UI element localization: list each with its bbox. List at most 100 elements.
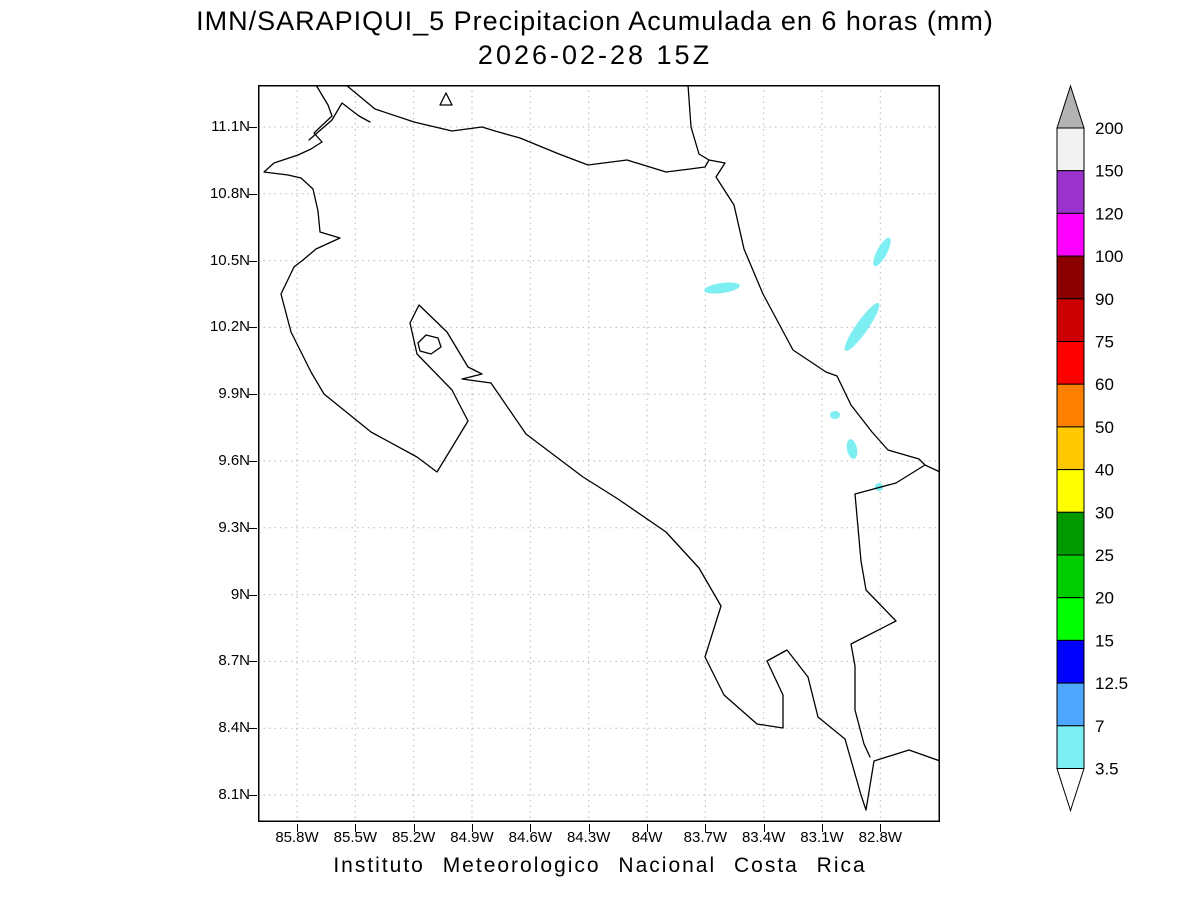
- colorbar-tick-label: 30: [1095, 503, 1114, 522]
- lon-tick-mark: [646, 823, 648, 832]
- colorbar-segment: [1056, 426, 1085, 471]
- lon-tick-label: 83.1W: [800, 829, 844, 846]
- lon-tick-mark: [763, 823, 765, 832]
- lat-tick-mark: [249, 728, 257, 730]
- lat-tick-label: 10.5N: [209, 251, 250, 269]
- precip-patch: [830, 411, 840, 419]
- colorbar-above-max-arrow: [1056, 84, 1085, 129]
- lon-tick-mark: [880, 823, 882, 832]
- lat-tick-mark: [249, 394, 257, 396]
- colorbar-tick-label: 75: [1095, 333, 1114, 352]
- lon-tick-mark: [413, 823, 415, 832]
- lon-tick-label: 85.2W: [391, 829, 436, 846]
- lon-tick-label: 83.7W: [683, 829, 727, 846]
- colorbar-segment: [1056, 725, 1085, 769]
- lon-tick-label: 84W: [631, 829, 663, 846]
- colorbar-tick-label: 25: [1095, 546, 1114, 565]
- colorbar-segment: [1056, 298, 1085, 343]
- colorbar-segment: [1056, 511, 1085, 556]
- colorbar-segment: [1056, 383, 1085, 428]
- lon-tick-label: 84.9W: [450, 829, 494, 846]
- colorbar-tick-label: 120: [1095, 204, 1123, 223]
- colorbar-tick-label: 15: [1095, 631, 1114, 650]
- lat-tick-label: 8.4N: [218, 719, 250, 737]
- colorbar-segment: [1056, 639, 1085, 684]
- lat-tick-mark: [249, 193, 257, 195]
- lon-tick-mark: [588, 823, 590, 832]
- lon-tick-mark: [471, 823, 473, 832]
- colorbar-tick-label: 12.5: [1095, 674, 1128, 693]
- coastline-caribbean: [687, 85, 940, 473]
- lon-tick-mark: [821, 823, 823, 832]
- colorbar-tick-label: 3.5: [1095, 760, 1119, 779]
- colorbar-segment: [1056, 255, 1085, 300]
- precip-patch: [704, 282, 740, 294]
- lat-tick-mark: [249, 795, 257, 796]
- colorbar-segment: [1056, 341, 1085, 385]
- title-line-2: 2026-02-28 15Z: [477, 39, 713, 70]
- lon-tick-label: 84.3W: [566, 829, 611, 846]
- lat-tick-label: 9.9N: [218, 385, 250, 403]
- plot-frame: [258, 85, 940, 822]
- precip-patch: [873, 237, 891, 267]
- lon-tick-label: 82.8W: [858, 829, 902, 846]
- lat-tick-mark: [249, 461, 257, 462]
- colorbar-tick-label: 50: [1095, 418, 1114, 437]
- coastlines: [263, 85, 940, 811]
- map-plot-area: [258, 85, 940, 822]
- lat-tick-label: 8.7N: [218, 652, 250, 670]
- lat-tick-label: 8.1N: [218, 786, 250, 803]
- border-nicaragua: [308, 102, 371, 141]
- precip-patch: [844, 302, 880, 352]
- lake-island: [439, 92, 453, 106]
- colorbar-tick-label: 150: [1095, 162, 1123, 181]
- colorbar-segment: [1056, 597, 1085, 641]
- lat-tick-mark: [249, 260, 257, 262]
- colorbar-tick-label: 200: [1095, 119, 1123, 138]
- title-line-1: IMN/SARAPIQUI_5 Precipitacion Acumulada …: [196, 6, 994, 36]
- colorbar-tick-label: 100: [1095, 247, 1123, 266]
- lat-tick-mark: [249, 527, 257, 529]
- coastline-pacific: [263, 85, 940, 811]
- colorbar-tick-label: 90: [1095, 290, 1114, 309]
- precipitation-shading: [704, 237, 891, 491]
- lat-tick-mark: [249, 661, 257, 663]
- precip-patch: [846, 439, 858, 459]
- lon-tick-label: 83.4W: [741, 829, 786, 846]
- isla-chira-outline: [417, 334, 442, 355]
- lon-tick-label: 84.6W: [508, 829, 552, 846]
- colorbar-tick-label: 60: [1095, 375, 1114, 394]
- lon-tick-label: 85.8W: [275, 829, 319, 846]
- colorbar-segment: [1056, 554, 1085, 599]
- colorbar-tick-label: 40: [1095, 461, 1114, 480]
- lon-tick-label: 85.5W: [333, 829, 377, 846]
- colorbar-below-min-arrow: [1056, 768, 1085, 813]
- lake-nicaragua-shore: [345, 85, 710, 173]
- colorbar: 200 150 120 100 90 75 60 50 40 30 25 20 15 12.5 7 3.5: [1056, 84, 1128, 813]
- lat-tick-mark: [249, 327, 257, 329]
- colorbar-segment: [1056, 469, 1085, 513]
- lon-tick-mark: [530, 823, 532, 832]
- lat-tick-label: 10.2N: [209, 318, 250, 336]
- lat-tick-label: 10.8N: [209, 184, 250, 202]
- border-panama: [850, 464, 926, 758]
- lat-tick-label: 9.6N: [218, 452, 250, 469]
- colorbar-segment: [1056, 127, 1085, 172]
- colorbar-tick-label: 7: [1095, 717, 1104, 736]
- attribution-text: Instituto Meteorologico Nacional Costa R…: [333, 854, 867, 877]
- colorbar-segment: [1056, 212, 1085, 257]
- lon-tick-mark: [705, 823, 707, 832]
- figure-title: IMN/SARAPIQUI_5 Precipitacion Acumulada …: [0, 5, 1190, 73]
- lat-tick-mark: [249, 127, 257, 128]
- lon-tick-mark: [355, 823, 357, 832]
- lat-tick-label: 9N: [230, 585, 250, 603]
- lon-tick-mark: [297, 823, 298, 832]
- lat-tick-label: 11.1N: [211, 118, 250, 135]
- colorbar-tick-label: 20: [1095, 589, 1114, 608]
- lat-tick-mark: [249, 594, 257, 596]
- lat-tick-label: 9.3N: [218, 518, 250, 536]
- colorbar-segment: [1056, 682, 1085, 727]
- grid-lines: [258, 85, 940, 822]
- colorbar-segment: [1056, 170, 1085, 214]
